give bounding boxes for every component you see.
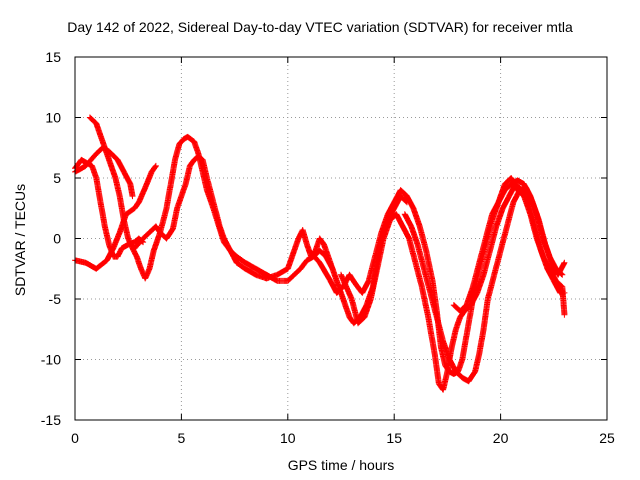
y-tick-label: 0 bbox=[53, 231, 61, 247]
series-arc-9 bbox=[450, 175, 568, 318]
series-arc-6 bbox=[306, 177, 566, 377]
x-tick-label: 15 bbox=[386, 430, 402, 446]
y-tick-label: -5 bbox=[49, 291, 62, 307]
grid bbox=[75, 57, 607, 420]
axis-ticks: 0 5 10 15 20 25 -15 -10 -5 0 5 10 15 bbox=[41, 49, 615, 446]
data-series bbox=[72, 114, 568, 393]
x-axis-label: GPS time / hours bbox=[287, 457, 395, 473]
y-tick-label: 5 bbox=[53, 170, 61, 186]
series-markers bbox=[450, 175, 568, 318]
series-arc-2 bbox=[72, 144, 136, 200]
series-markers bbox=[401, 184, 568, 385]
x-tick-label: 10 bbox=[280, 430, 296, 446]
x-tick-label: 5 bbox=[178, 430, 186, 446]
series-markers bbox=[306, 177, 566, 377]
y-tick-label: -10 bbox=[41, 352, 61, 368]
x-tick-label: 20 bbox=[493, 430, 509, 446]
y-tick-label: 10 bbox=[45, 110, 61, 126]
chart-title: Day 142 of 2022, Sidereal Day-to-day VTE… bbox=[67, 19, 573, 35]
x-tick-label: 25 bbox=[599, 430, 615, 446]
y-tick-label: -15 bbox=[41, 412, 61, 428]
y-tick-label: 15 bbox=[45, 49, 61, 65]
series-arc-8 bbox=[401, 184, 568, 385]
series-markers bbox=[72, 144, 136, 200]
x-tick-label: 0 bbox=[71, 430, 79, 446]
